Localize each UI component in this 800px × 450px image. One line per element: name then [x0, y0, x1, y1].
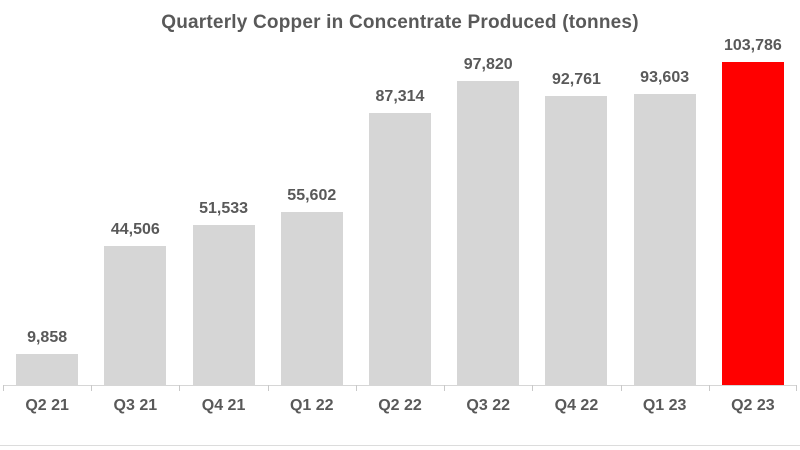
x-axis-slot: Q4 22 — [532, 385, 620, 421]
bar — [457, 81, 520, 385]
bar-value-label: 92,761 — [551, 71, 601, 88]
x-axis: Q2 21 Q3 21 Q4 21 Q1 22 Q2 22 Q3 22 Q4 22 Q1 23… — [3, 385, 797, 421]
x-axis-label: Q3 22 — [466, 397, 510, 414]
x-axis-slot: Q1 22 — [267, 385, 356, 421]
axis-tick — [444, 385, 446, 391]
x-axis-label: Q1 23 — [642, 397, 687, 414]
bar-slot: 92,761 — [532, 40, 620, 385]
axis-tick — [620, 385, 622, 391]
bar — [192, 225, 255, 385]
x-axis-label: Q2 23 — [731, 397, 775, 414]
bar — [368, 113, 431, 385]
bar-slot: 51,533 — [179, 40, 267, 385]
axis-tick — [355, 385, 357, 391]
plot-area: 9,858 44,506 51,533 55,602 87,314 97,820 92,76… — [3, 37, 797, 385]
bar-highlighted — [721, 62, 784, 385]
bar-slot: 9,858 — [3, 40, 91, 385]
x-axis-slot: Q4 21 — [179, 385, 267, 421]
bar-value-label: 44,506 — [110, 221, 160, 238]
bar-value-label: 55,602 — [287, 187, 337, 204]
x-axis-label: Q3 21 — [113, 397, 158, 414]
x-axis-label: Q2 21 — [25, 397, 69, 414]
x-axis-slot: Q3 22 — [444, 385, 532, 421]
bar-value-label: 87,314 — [375, 88, 425, 105]
bar-value-label: 51,533 — [199, 200, 249, 217]
x-axis-slot: Q2 23 — [708, 385, 797, 421]
bar-slot: 103,786 — [709, 37, 797, 385]
bottom-edge-strip — [0, 445, 800, 450]
bar — [545, 96, 608, 385]
bar — [280, 212, 343, 385]
bar-slot: 97,820 — [444, 40, 532, 385]
axis-tick — [795, 385, 797, 391]
bar — [104, 246, 167, 385]
chart-title: Quarterly Copper in Concentrate Produced… — [161, 12, 639, 33]
axis-tick — [91, 385, 93, 391]
x-axis-label: Q2 22 — [378, 397, 422, 414]
x-axis-slot: Q2 21 — [3, 385, 91, 421]
x-axis-slot: Q1 23 — [620, 385, 709, 421]
x-axis-label: Q4 22 — [554, 397, 599, 414]
bar-slot: 55,602 — [268, 40, 356, 385]
bar-slot: 93,603 — [621, 40, 709, 385]
bar — [16, 354, 79, 385]
axis-tick — [532, 385, 534, 391]
bar-value-label: 9,858 — [27, 329, 68, 346]
x-axis-label: Q1 22 — [289, 397, 334, 414]
x-axis-slot: Q3 21 — [91, 385, 179, 421]
axis-tick — [267, 385, 269, 391]
axis-tick — [179, 385, 181, 391]
bar-value-label: 93,603 — [640, 69, 690, 86]
bar-slot: 44,506 — [91, 40, 179, 385]
x-axis-label: Q4 21 — [201, 397, 246, 414]
bar — [633, 94, 696, 385]
bar-value-label: 97,820 — [463, 56, 513, 73]
axis-tick — [3, 385, 4, 391]
axis-tick — [708, 385, 710, 391]
x-axis-slot: Q2 22 — [355, 385, 444, 421]
bar-slot: 87,314 — [356, 40, 444, 385]
bar-value-label: 103,786 — [723, 37, 782, 54]
